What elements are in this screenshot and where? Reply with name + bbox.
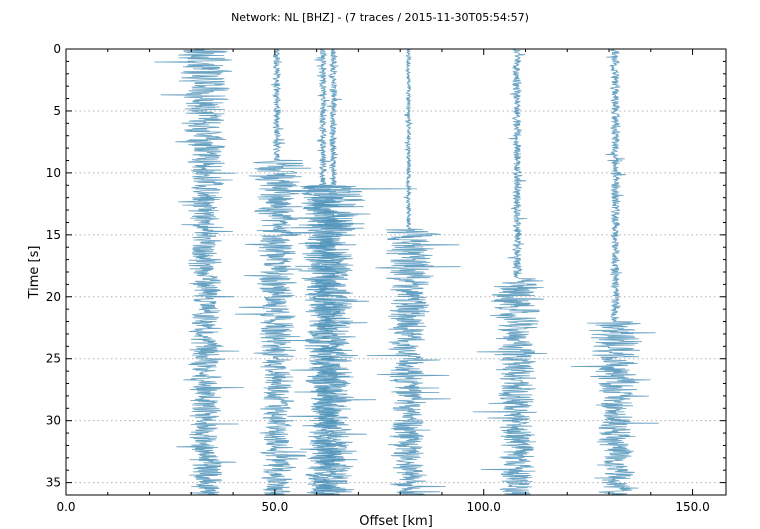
x-tick-label: 150.0: [675, 500, 709, 514]
seismic-trace: [154, 48, 245, 496]
y-tick-label: 20: [46, 290, 61, 304]
seismic-trace: [472, 48, 548, 496]
seismic-trace: [570, 48, 659, 496]
y-tick-label: 0: [53, 42, 61, 56]
trace-group: [154, 48, 659, 496]
axis-ticks: 0 5 10 15 20 25 30 35 0.0 50.0 100.0 150.0: [46, 42, 726, 514]
seismic-trace: [366, 49, 461, 496]
y-tick-label: 30: [46, 414, 61, 428]
y-tick-label: 15: [46, 228, 61, 242]
x-tick-label: 100.0: [467, 500, 501, 514]
y-axis-label: Time [s]: [27, 246, 42, 300]
y-tick-label: 10: [46, 166, 61, 180]
seismic-trace: [235, 48, 311, 496]
y-tick-label: 25: [46, 352, 61, 366]
chart-title: Network: NL [BHZ] - (7 traces / 2015-11-…: [231, 11, 529, 24]
seismic-trace: [278, 48, 365, 496]
x-tick-label: 0.0: [56, 500, 75, 514]
y-tick-label: 5: [53, 104, 61, 118]
x-tick-label: 50.0: [262, 500, 289, 514]
y-tick-label: 35: [46, 476, 61, 490]
x-axis-label: Offset [km]: [359, 514, 433, 529]
seismic-trace: [287, 48, 418, 496]
